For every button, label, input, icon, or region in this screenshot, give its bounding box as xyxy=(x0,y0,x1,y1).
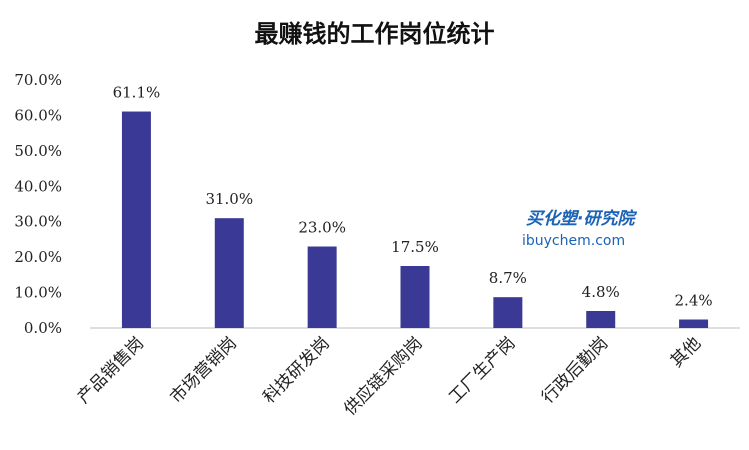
bar xyxy=(586,310,616,328)
data-label: 2.4% xyxy=(675,291,713,309)
watermark-logo: 买化塑·研究院 ibuychem.com xyxy=(522,209,637,249)
watermark-line1: 买化塑·研究院 xyxy=(526,209,637,229)
bar xyxy=(214,218,244,328)
y-tick-label: 10.0% xyxy=(14,284,62,302)
y-tick-label: 70.0% xyxy=(14,71,62,89)
data-labels: 61.1% 31.0% 23.0% 17.5% 8.7% 4.8% 2.4% xyxy=(113,84,713,310)
y-tick-label: 40.0% xyxy=(14,177,62,195)
watermark-line2: ibuychem.com xyxy=(522,233,625,249)
bars xyxy=(121,111,709,328)
bar xyxy=(679,319,709,328)
y-tick-label: 0.0% xyxy=(24,319,62,337)
category-label: 市场营销岗 xyxy=(167,333,241,407)
bar xyxy=(400,266,430,328)
category-label: 其他 xyxy=(667,333,705,371)
y-tick-label: 30.0% xyxy=(14,213,62,231)
category-label: 行政后勤岗 xyxy=(538,333,612,407)
category-label: 科技研发岗 xyxy=(259,333,333,407)
data-label: 17.5% xyxy=(391,238,439,256)
category-label: 产品销售岗 xyxy=(74,333,148,407)
data-label: 4.8% xyxy=(582,283,620,301)
data-label: 23.0% xyxy=(298,219,346,237)
category-labels: 产品销售岗 市场营销岗 科技研发岗 供应链采购岗 工厂生产岗 行政后勤岗 其他 xyxy=(74,333,705,419)
y-tick-labels: 0.0% 10.0% 20.0% 30.0% 40.0% 50.0% 60.0% 70.0% xyxy=(14,71,62,337)
bar xyxy=(493,297,523,328)
data-label: 8.7% xyxy=(489,269,527,287)
chart-title: 最赚钱的工作岗位统计 xyxy=(254,20,495,48)
category-label: 工厂生产岗 xyxy=(445,333,519,407)
bar xyxy=(307,246,337,328)
category-label: 供应链采购岗 xyxy=(340,333,426,419)
data-label: 31.0% xyxy=(205,190,253,208)
y-tick-label: 50.0% xyxy=(14,142,62,160)
data-label: 61.1% xyxy=(113,84,161,102)
y-tick-label: 60.0% xyxy=(14,106,62,124)
y-tick-label: 20.0% xyxy=(14,248,62,266)
bar xyxy=(121,111,151,328)
